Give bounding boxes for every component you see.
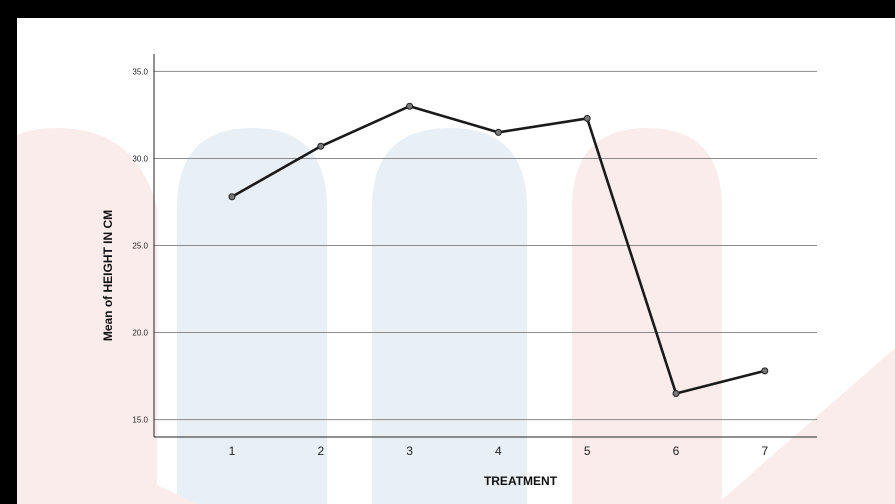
chart-panel: 15.0 20.0 25.0 30.0 35.0 1 2 3 4 5 6 7 TREATMENT M… [17,18,895,504]
y-axis-title: Mean of HEIGHT IN CM [101,210,115,341]
watermark-red-right [572,128,722,504]
y-tick-label: 25.0 [132,242,148,251]
line-chart: 15.0 20.0 25.0 30.0 35.0 1 2 3 4 5 6 7 TREATMENT M… [17,54,895,504]
watermark-red-wedge-right [717,348,895,504]
x-tick-label: 3 [406,444,413,458]
x-tick-label: 4 [495,444,502,458]
data-point [583,114,591,122]
data-point [672,389,680,397]
x-axis-ticks: 1 2 3 4 5 6 7 [229,444,769,458]
x-tick-label: 1 [229,444,236,458]
watermark-blue-left [177,128,327,504]
y-tick-label: 35.0 [132,67,148,76]
watermark-red-left [17,128,157,504]
x-tick-label: 5 [584,444,591,458]
watermark-blue-right [372,128,527,504]
watermark-logo [17,128,895,504]
axes [153,54,817,438]
data-point [406,102,414,110]
x-axis-title: TREATMENT [484,474,558,488]
data-point [761,367,769,375]
data-point [317,142,325,150]
gridlines [154,70,817,421]
data-point [228,193,236,201]
data-point [494,128,502,136]
x-tick-label: 7 [761,444,768,458]
y-axis-ticks: 15.0 20.0 25.0 30.0 35.0 [132,67,148,424]
watermark-red-wedge-left [17,418,197,504]
y-tick-label: 20.0 [132,329,148,338]
series-mean-height [228,102,769,397]
x-tick-label: 6 [673,444,680,458]
x-tick-label: 2 [317,444,324,458]
y-tick-label: 30.0 [132,154,148,163]
y-tick-label: 15.0 [132,416,148,425]
